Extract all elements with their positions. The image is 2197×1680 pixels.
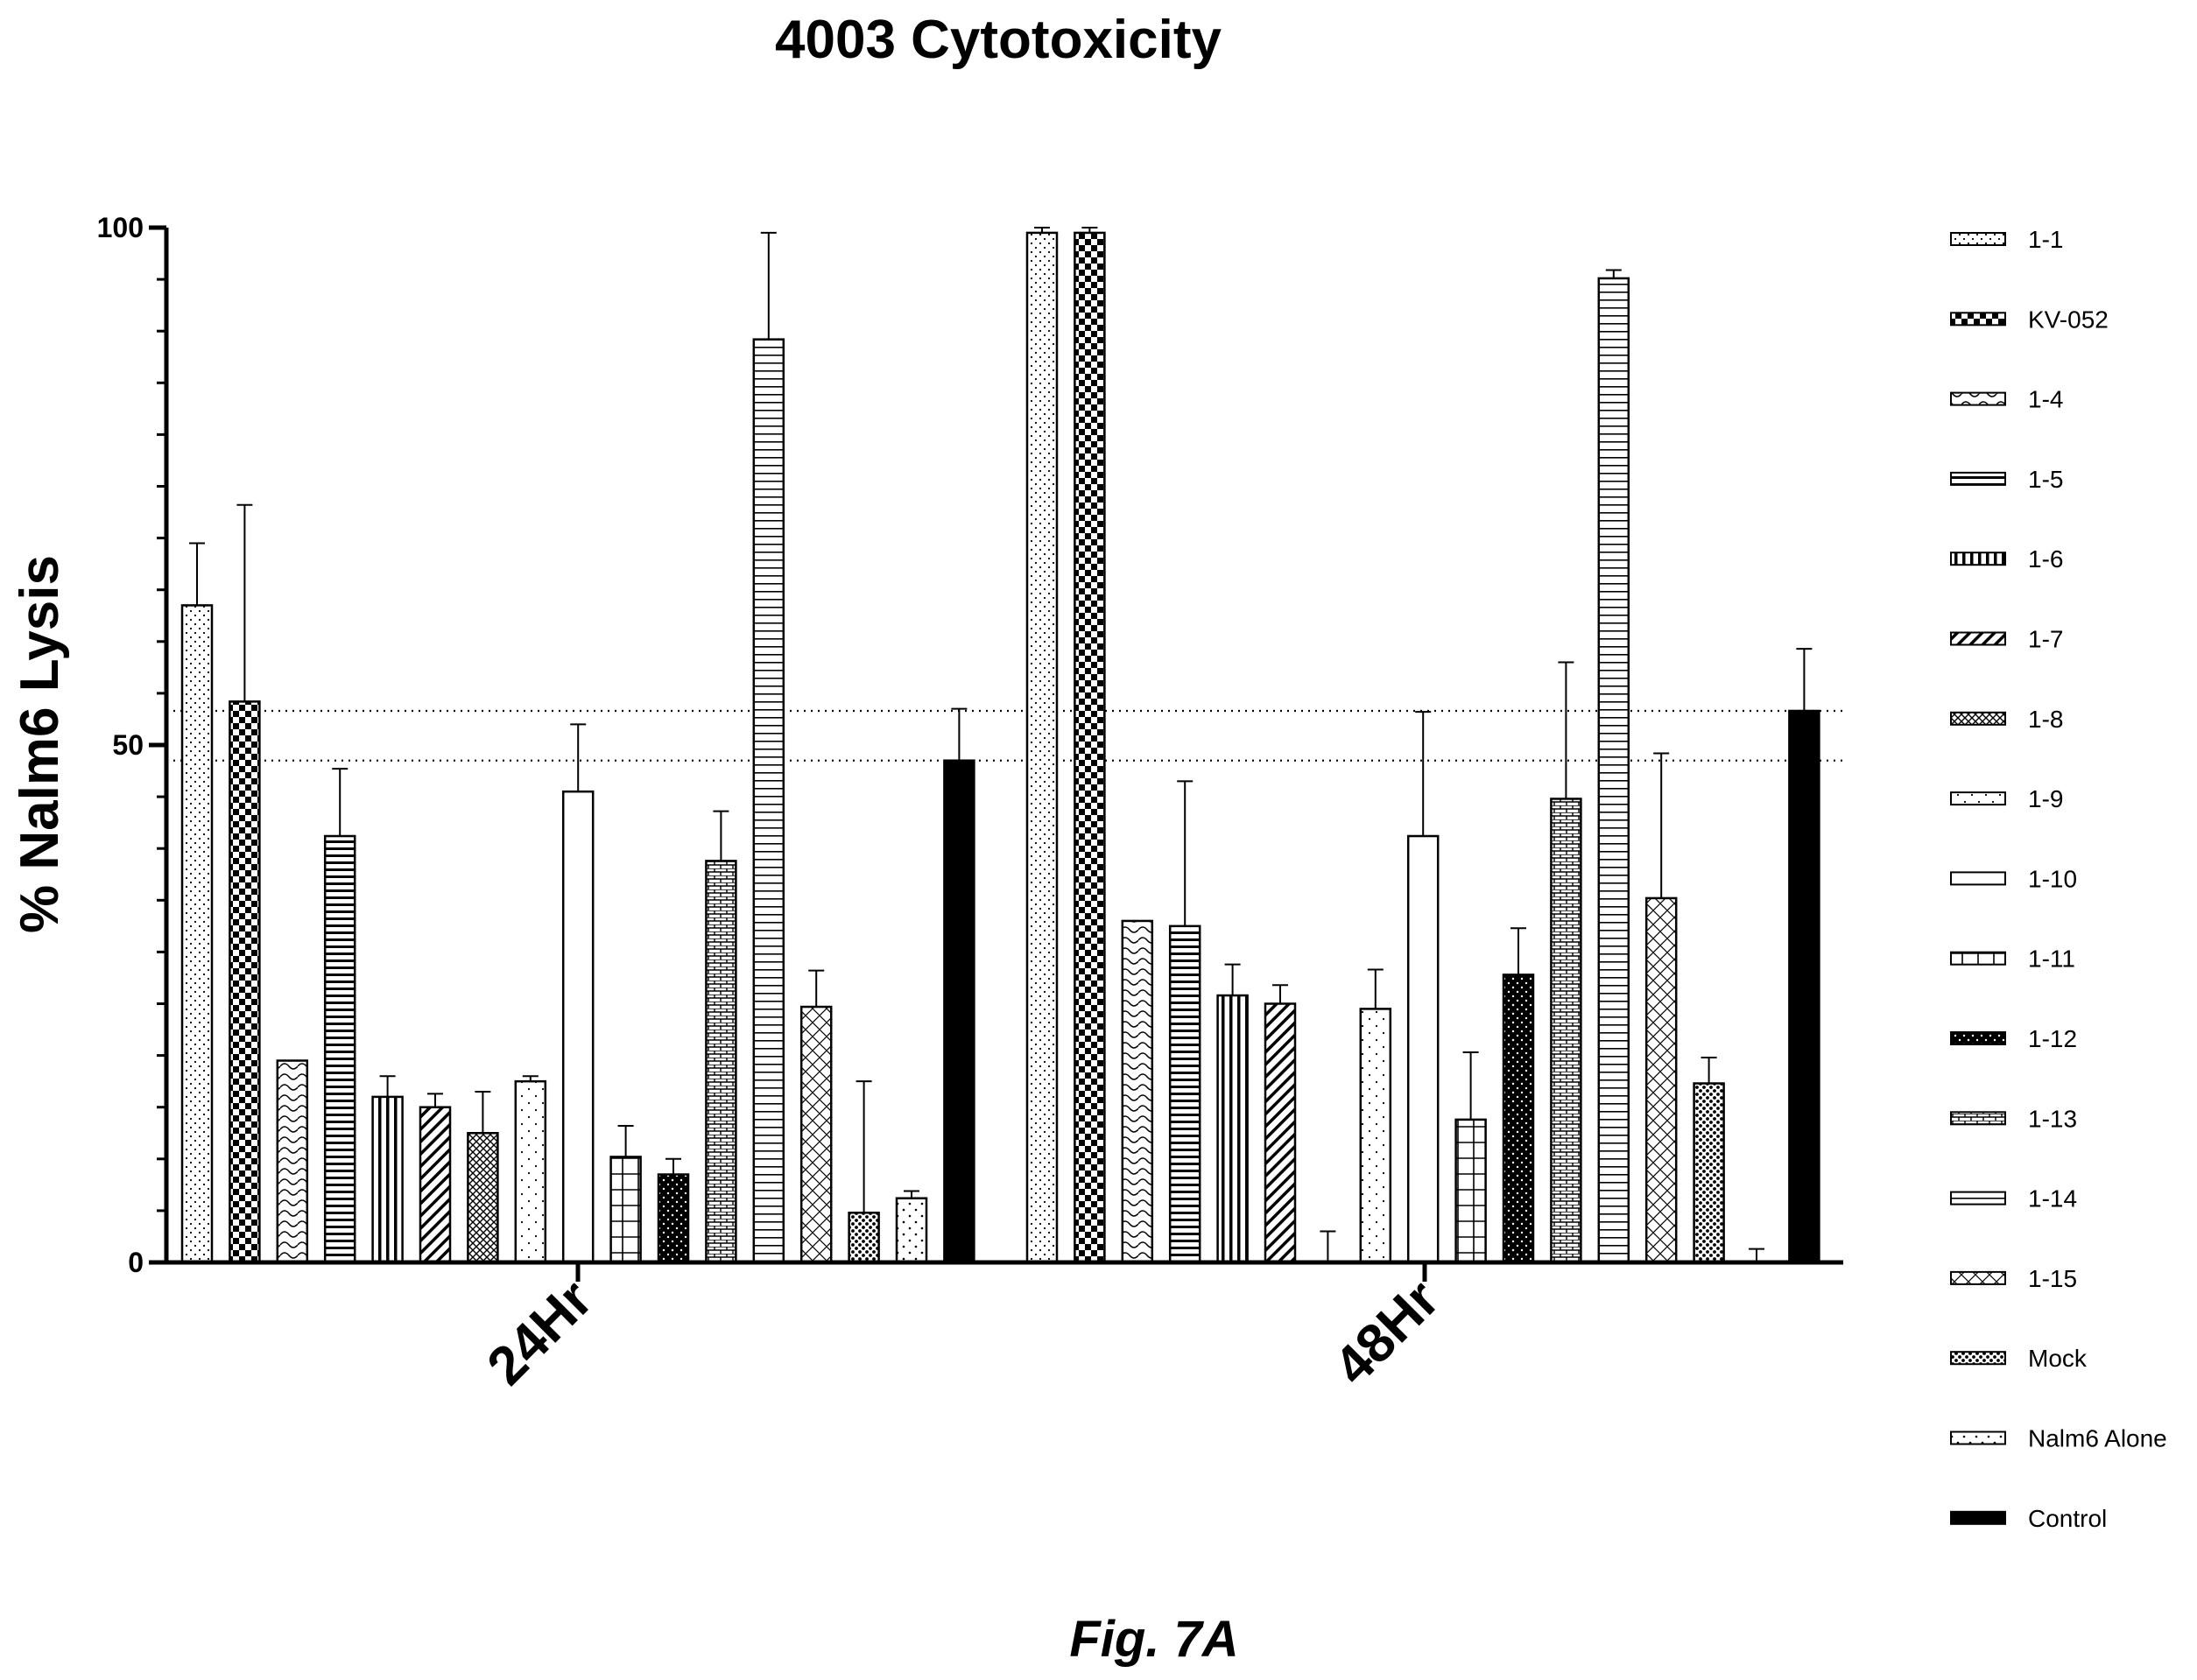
legend-label: 1-11 — [2028, 945, 2075, 973]
legend-swatch — [1950, 1510, 2006, 1525]
bar-1-4-24hr — [276, 1059, 309, 1264]
bar-1-8-24hr — [467, 1132, 499, 1264]
bar-kv-052-48hr — [1074, 231, 1106, 1264]
bar-1-14-24hr — [752, 338, 785, 1264]
legend-label: Nalm6 Alone — [2028, 1425, 2167, 1452]
reference-lines — [166, 709, 1843, 762]
legend-label: 1-7 — [2028, 626, 2063, 653]
legend-label: Control — [2028, 1505, 2107, 1532]
legend-swatch — [1950, 471, 2006, 486]
bar-1-7-24hr — [419, 1106, 452, 1264]
y-tick-label: 0 — [128, 1247, 144, 1278]
bar-1-11-24hr — [609, 1156, 642, 1264]
legend-swatch — [1950, 1430, 2006, 1445]
x-category-label: 48Hr — [1323, 1269, 1451, 1396]
legend-swatch — [1950, 552, 2006, 566]
y-axis-label: % Nalm6 Lysis — [10, 555, 70, 933]
legend-label: 1-14 — [2028, 1185, 2077, 1213]
legend-label: 1-5 — [2028, 466, 2063, 493]
bar-1-14-48hr — [1597, 277, 1630, 1264]
bar-1-4-48hr — [1121, 919, 1154, 1264]
legend-swatch — [1950, 1111, 2006, 1126]
legend-label: 1-13 — [2028, 1105, 2077, 1132]
bar-1-7-48hr — [1264, 1002, 1297, 1264]
legend-swatch — [1950, 232, 2006, 246]
bar-1-5-24hr — [323, 834, 356, 1264]
legend-swatch — [1950, 951, 2006, 966]
legend-swatch — [1950, 711, 2006, 726]
legend-label: 1-9 — [2028, 785, 2063, 812]
bar-1-9-48hr — [1359, 1008, 1392, 1264]
legend-swatch — [1950, 1351, 2006, 1366]
legend-swatch — [1950, 312, 2006, 327]
legend-label: Mock — [2028, 1345, 2088, 1372]
legend-label: 1-8 — [2028, 706, 2063, 733]
legend-label: KV-052 — [2028, 306, 2109, 333]
bar-mock-24hr — [848, 1212, 880, 1264]
bar-1-1-48hr — [1025, 231, 1059, 1264]
legend-label: 1-10 — [2028, 865, 2077, 892]
legend-swatch — [1950, 1031, 2006, 1045]
y-tick-label: 50 — [112, 729, 144, 761]
bars-group — [180, 227, 1820, 1264]
legend-swatch — [1950, 871, 2006, 886]
bar-1-12-48hr — [1502, 974, 1535, 1264]
bar-1-12-24hr — [657, 1173, 690, 1264]
figure-label: Fig. 7A — [1069, 1611, 1238, 1668]
legend-label: 1-15 — [2028, 1265, 2077, 1292]
bar-control-24hr — [943, 759, 975, 1264]
bar-1-11-48hr — [1454, 1118, 1487, 1264]
legend-swatch — [1950, 391, 2006, 406]
legend-label: 1-6 — [2028, 545, 2063, 573]
x-category-label: 24Hr — [476, 1269, 604, 1396]
bar-1-13-24hr — [705, 860, 737, 1264]
bar-1-1-24hr — [180, 604, 214, 1264]
bar-1-5-48hr — [1168, 924, 1201, 1264]
chart-title: 4003 Cytotoxicity — [775, 10, 1222, 70]
legend-swatch — [1950, 791, 2006, 806]
legend-swatch — [1950, 631, 2006, 646]
bar-mock-48hr — [1693, 1082, 1725, 1264]
legend-swatch — [1950, 1191, 2006, 1206]
legend-label: 1-1 — [2028, 226, 2063, 253]
bar-1-10-24hr — [561, 790, 595, 1264]
bar-1-9-24hr — [514, 1079, 547, 1264]
legend: 1-1 KV-052 1-4 1-5 1-6 1-7 1-8 1-9 1-10 1-11 1-12 1… — [1950, 226, 2167, 1532]
bar-1-15-48hr — [1644, 896, 1678, 1264]
bar-control-48hr — [1788, 709, 1820, 1264]
bar-kv-052-24hr — [229, 700, 261, 1264]
legend-label: 1-12 — [2028, 1025, 2077, 1052]
y-tick-label: 100 — [97, 212, 144, 243]
bar-1-15-24hr — [799, 1005, 833, 1264]
bar-1-13-48hr — [1550, 798, 1582, 1264]
bar-1-6-24hr — [371, 1095, 404, 1264]
legend-label: 1-4 — [2028, 386, 2063, 413]
bar-1-10-48hr — [1406, 834, 1440, 1264]
legend-swatch — [1950, 1270, 2006, 1285]
bar-nalm6-alone-24hr — [895, 1197, 928, 1264]
bar-1-6-48hr — [1216, 994, 1249, 1264]
